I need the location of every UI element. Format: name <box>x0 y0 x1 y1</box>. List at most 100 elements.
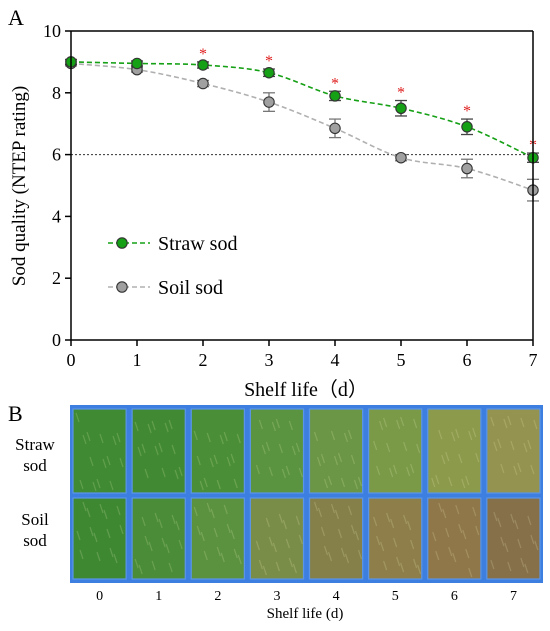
straw-sod-tile <box>427 408 482 494</box>
grass-texture <box>168 562 173 573</box>
x-ticks: 0 1 2 3 4 5 6 7 <box>67 340 538 370</box>
grass-texture <box>275 418 280 429</box>
grass-texture <box>396 419 401 430</box>
data-point-soil-sod <box>197 77 209 90</box>
grass-texture <box>288 557 293 568</box>
grass-texture <box>112 435 117 446</box>
grass-texture <box>168 419 173 430</box>
sod-photo-panel <box>70 405 543 583</box>
grass-texture <box>530 534 535 545</box>
grass-texture <box>109 480 114 491</box>
grass-texture <box>347 505 353 516</box>
soil-sod-tile <box>368 497 423 580</box>
grass-texture <box>431 477 436 488</box>
x-tick-label: 3 <box>265 350 274 370</box>
grass-texture <box>465 548 470 559</box>
grass-texture <box>113 553 118 564</box>
grass-texture <box>350 454 356 465</box>
legend-label-soil-sod: Soil sod <box>158 277 223 299</box>
grass-texture <box>523 442 528 453</box>
grass-texture <box>216 546 221 557</box>
grass-texture <box>513 465 518 476</box>
grass-texture <box>396 556 401 567</box>
grass-texture <box>406 466 411 477</box>
grass-texture <box>165 543 170 554</box>
grass-texture <box>233 478 238 489</box>
grass-texture <box>147 423 152 434</box>
grass-texture <box>410 463 415 474</box>
grass-texture <box>451 431 456 442</box>
grass-texture <box>99 503 104 514</box>
straw-sod-tile <box>368 408 423 494</box>
grass-texture <box>497 517 502 528</box>
grass-texture <box>285 465 290 476</box>
y-tick-label: 0 <box>52 330 61 350</box>
grass-texture <box>230 453 235 464</box>
grass-texture <box>96 478 101 489</box>
soil-sod-tile <box>427 497 482 580</box>
grass-texture <box>320 453 326 464</box>
panel-a-label: A <box>8 5 24 30</box>
y-tick-label: 2 <box>52 268 61 288</box>
grass-texture <box>206 432 211 443</box>
grass-texture <box>158 518 163 529</box>
grass-texture <box>435 550 440 561</box>
grass-texture <box>389 467 394 478</box>
significance-star: * <box>463 103 471 120</box>
straw-sod-tile <box>486 408 541 494</box>
grass-texture <box>350 524 356 535</box>
grass-texture <box>383 560 388 571</box>
grass-texture <box>504 542 509 553</box>
grass-texture <box>337 452 343 463</box>
grass-texture <box>357 549 363 560</box>
grass-texture <box>458 453 463 464</box>
grass-texture <box>119 457 124 468</box>
data-point-soil-sod <box>329 122 341 135</box>
grass-texture <box>327 551 333 562</box>
grass-texture <box>141 516 146 527</box>
grass-texture <box>417 564 422 575</box>
grass-texture <box>285 538 290 549</box>
grass-texture <box>517 462 522 473</box>
x-axis-title: Shelf life（d） <box>244 378 368 401</box>
photo-x-label: 0 <box>96 589 104 604</box>
grass-texture <box>455 428 460 439</box>
grass-texture <box>281 468 286 479</box>
grass-texture <box>354 530 360 541</box>
grass-texture <box>93 532 98 543</box>
grass-texture <box>400 562 405 573</box>
grass-texture <box>196 525 201 536</box>
grass-texture <box>206 502 211 513</box>
grass-texture <box>106 455 111 466</box>
grass-texture <box>527 439 532 450</box>
grass-texture <box>298 467 303 478</box>
grass-texture <box>493 511 498 522</box>
grass-texture <box>507 561 512 572</box>
grass-texture <box>292 563 297 574</box>
grass-texture <box>291 445 296 456</box>
grass-texture <box>178 539 183 550</box>
y-tick-label: 8 <box>52 83 61 103</box>
grass-texture <box>445 451 450 462</box>
grass-texture <box>116 432 121 443</box>
significance-star: * <box>331 75 339 92</box>
grass-texture <box>441 454 446 465</box>
x-tick-label: 0 <box>67 350 76 370</box>
grass-texture <box>265 517 270 528</box>
data-point-straw-sod <box>461 121 473 133</box>
grass-texture <box>226 456 231 467</box>
photo-x-label: 3 <box>273 589 281 604</box>
grass-texture <box>89 456 94 467</box>
soil-sod-tile <box>249 497 305 580</box>
axes <box>70 30 534 341</box>
grass-texture <box>373 516 378 527</box>
photo-x-label: 7 <box>509 589 517 604</box>
grass-texture <box>210 508 215 519</box>
grass-texture <box>448 476 453 487</box>
grass-texture <box>278 513 283 524</box>
row-label-soil-sod: Soil sod <box>21 510 49 550</box>
grass-texture <box>527 515 532 526</box>
grass-texture <box>79 549 84 560</box>
grass-texture <box>313 431 319 442</box>
